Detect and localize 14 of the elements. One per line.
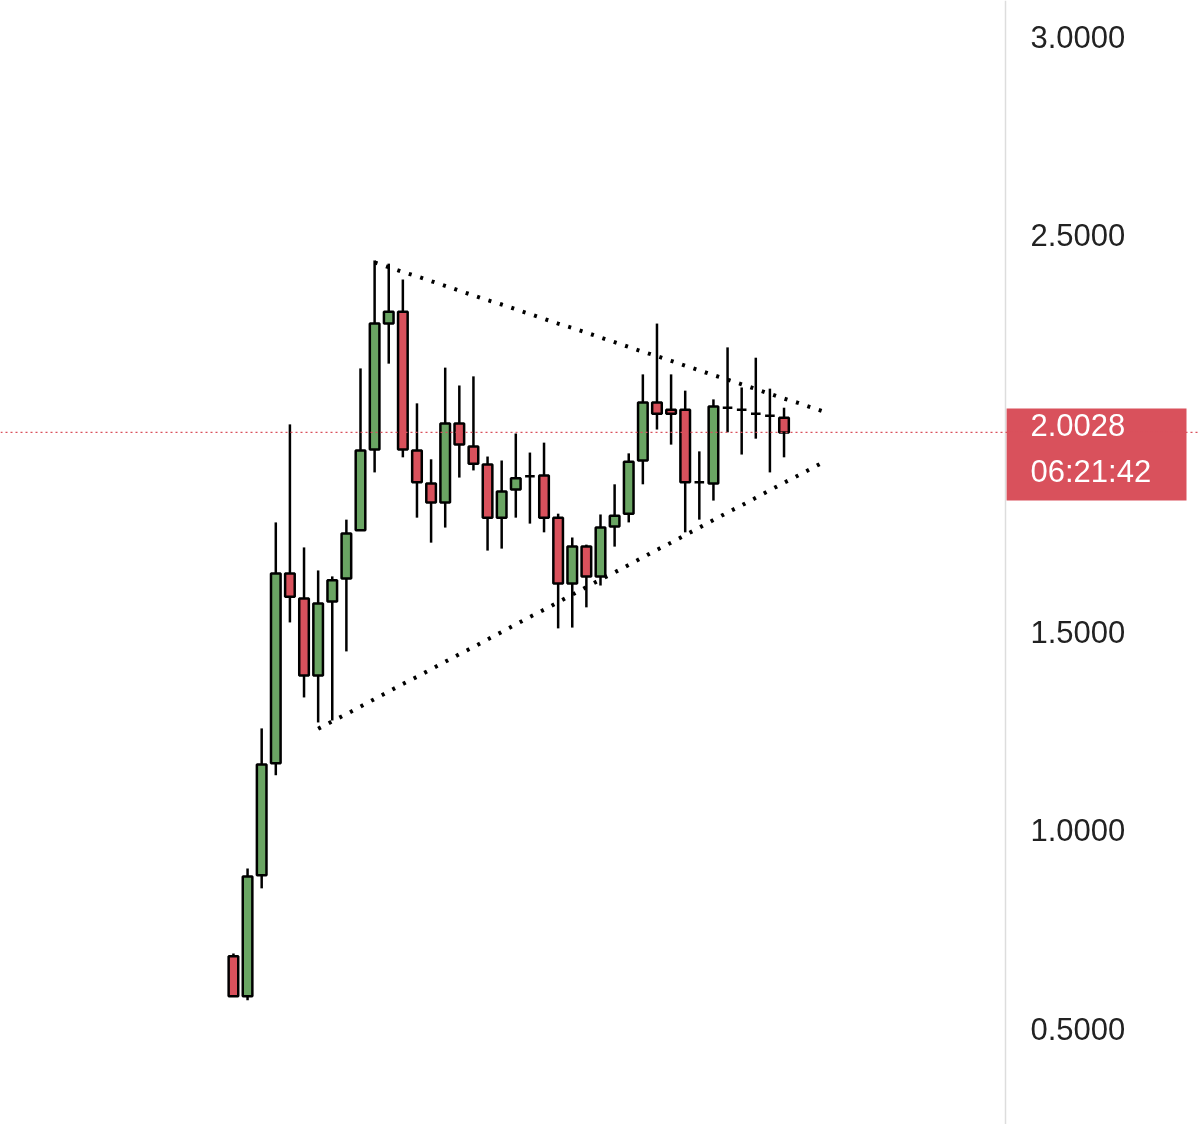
y-tick-label: 1.0000 — [1030, 813, 1126, 849]
candlestick — [425, 458, 438, 544]
candlestick — [523, 451, 536, 525]
y-tick-label: 2.5000 — [1030, 218, 1126, 254]
y-tick-label: 1.5000 — [1030, 614, 1126, 650]
candlestick — [693, 450, 706, 521]
annotation: 06:21:42 — [1030, 454, 1152, 490]
ref-line-label: 2.0028 — [1030, 408, 1126, 444]
candlestick — [326, 575, 339, 722]
y-tick-label: 0.5000 — [1030, 1011, 1126, 1047]
candlestick — [608, 483, 621, 548]
candlestick — [763, 387, 776, 474]
y-tick-label: 3.0000 — [1030, 19, 1126, 55]
candlestick — [509, 432, 522, 519]
